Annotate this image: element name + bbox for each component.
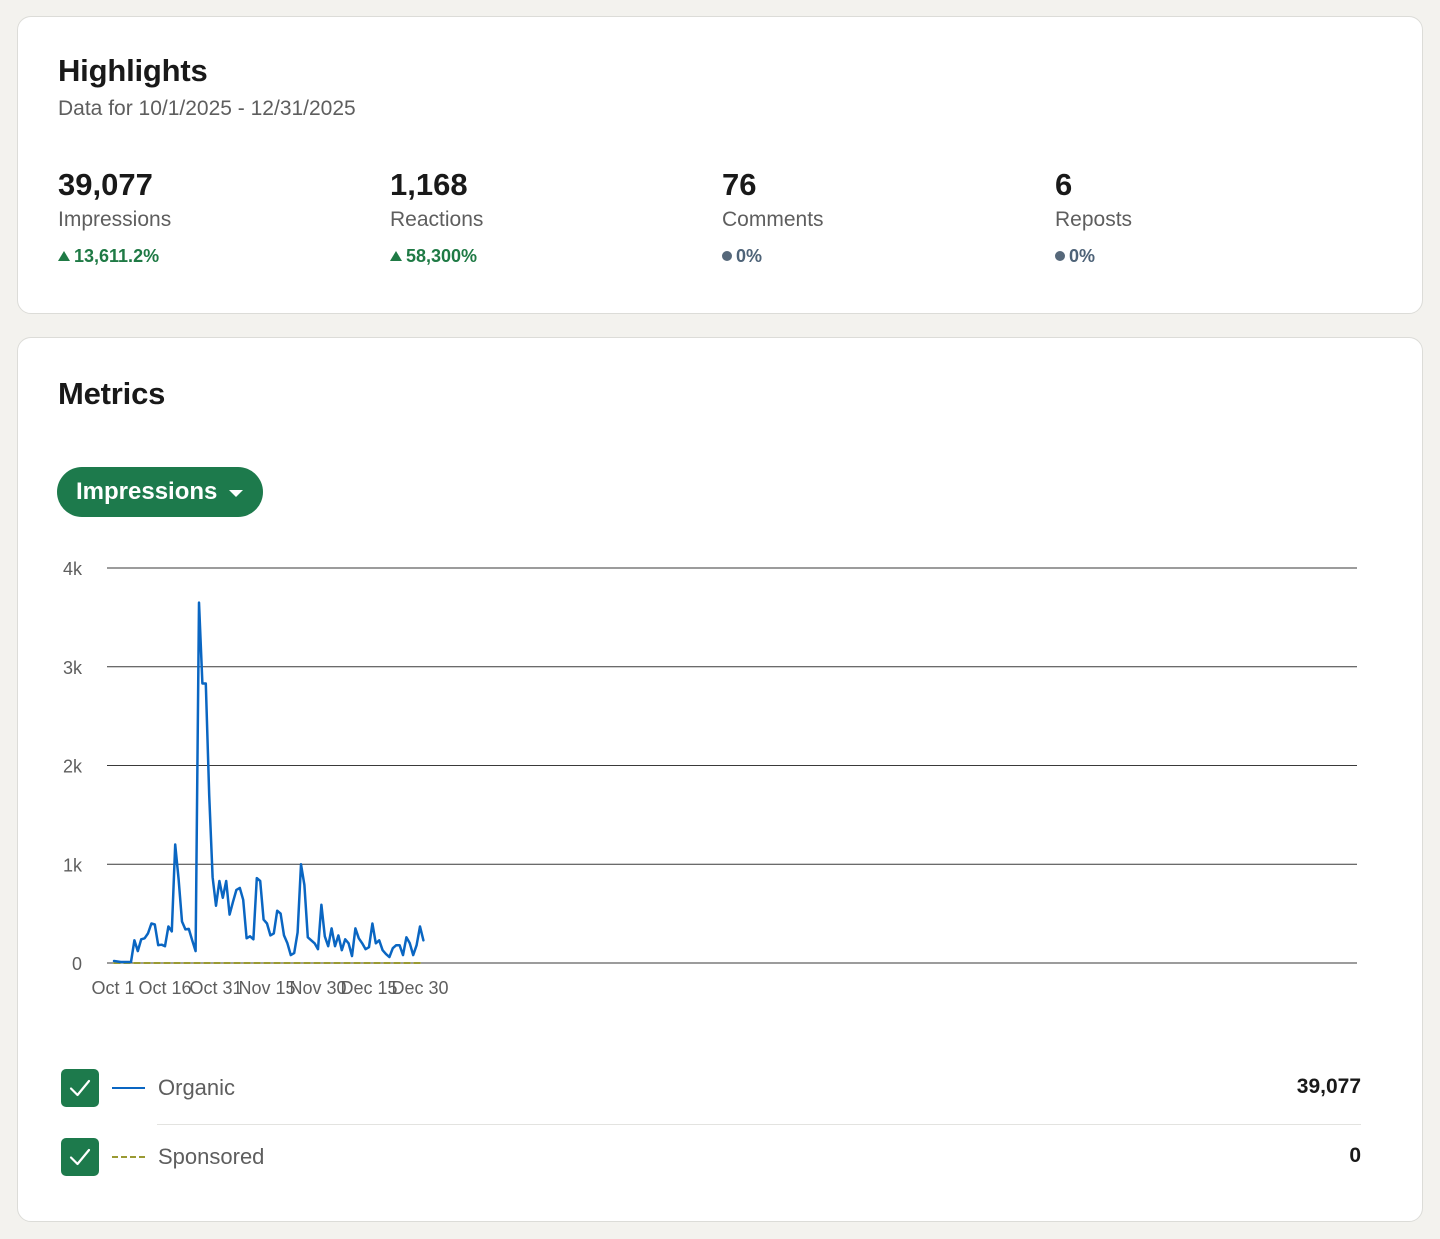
stat-impressions: 39,077 Impressions 13,611.2% xyxy=(58,167,358,267)
y-tick-label: 2k xyxy=(63,757,83,777)
x-tick-label: Dec 30 xyxy=(391,978,448,998)
legend-label: Organic xyxy=(158,1075,236,1100)
legend-row-organic: Organic 39,077 xyxy=(61,1069,1361,1109)
stat-change: 58,300% xyxy=(390,245,690,267)
y-tick-label: 3k xyxy=(63,658,83,678)
legend-total: 39,077 xyxy=(1296,1075,1361,1098)
y-tick-label: 0 xyxy=(72,954,82,974)
metrics-card: Metrics Impressions 0 1k 2k 3k 4k Oct 1 Oct 16… xyxy=(17,337,1423,1222)
legend-total: 0 xyxy=(1349,1144,1361,1167)
stat-change: 0% xyxy=(722,245,1022,267)
y-tick-label: 4k xyxy=(63,559,83,579)
trend-up-icon xyxy=(58,251,70,261)
stat-value: 6 xyxy=(1055,167,1073,202)
sponsored-checkbox[interactable] xyxy=(61,1138,99,1176)
checkmark-icon xyxy=(69,1079,91,1097)
stat-label: Impressions xyxy=(58,208,172,231)
y-tick-label: 1k xyxy=(63,855,83,875)
stat-change-value: 0% xyxy=(1069,246,1096,266)
stat-change: 13,611.2% xyxy=(58,245,358,267)
trend-neutral-icon xyxy=(1055,251,1065,261)
highlights-title: Highlights xyxy=(58,53,208,88)
stat-change-value: 0% xyxy=(736,246,763,266)
metrics-title: Metrics xyxy=(58,376,166,411)
stat-comments: 76 Comments 0% xyxy=(722,167,1022,267)
date-range-subtitle: Data for 10/1/2025 - 12/31/2025 xyxy=(58,97,356,120)
stat-change-value: 58,300% xyxy=(406,246,478,266)
trend-neutral-icon xyxy=(722,251,732,261)
metric-selector-label: Impressions xyxy=(76,478,218,505)
legend-divider xyxy=(157,1124,1361,1125)
stat-label: Comments xyxy=(722,208,824,231)
metric-selector-dropdown[interactable]: Impressions xyxy=(57,467,264,517)
stat-value: 39,077 xyxy=(58,167,153,202)
stat-value: 76 xyxy=(722,167,757,202)
x-tick-label: Nov 30 xyxy=(289,978,346,998)
organic-line-swatch xyxy=(112,1087,145,1089)
stat-change-value: 13,611.2% xyxy=(74,246,160,266)
stat-label: Reposts xyxy=(1055,208,1133,231)
legend-row-sponsored: Sponsored 0 xyxy=(61,1138,1361,1178)
x-tick-label: Oct 31 xyxy=(189,978,242,998)
sponsored-line-swatch xyxy=(112,1156,145,1158)
series-line-organic xyxy=(112,601,425,964)
x-tick-label: Oct 16 xyxy=(138,978,191,998)
stat-value: 1,168 xyxy=(390,167,468,202)
stat-label: Reactions xyxy=(390,208,484,231)
caret-down-icon xyxy=(229,489,244,497)
organic-checkbox[interactable] xyxy=(61,1069,99,1107)
x-tick-label: Dec 15 xyxy=(340,978,397,998)
x-tick-label: Nov 15 xyxy=(238,978,295,998)
trend-up-icon xyxy=(390,251,402,261)
stat-reposts: 6 Reposts 0% xyxy=(1055,167,1355,267)
x-tick-label: Oct 1 xyxy=(91,978,134,998)
stat-change: 0% xyxy=(1055,245,1355,267)
checkmark-icon xyxy=(69,1148,91,1166)
legend-label: Sponsored xyxy=(158,1144,265,1169)
stat-reactions: 1,168 Reactions 58,300% xyxy=(390,167,690,267)
highlights-card: Highlights Data for 10/1/2025 - 12/31/20… xyxy=(17,16,1423,314)
